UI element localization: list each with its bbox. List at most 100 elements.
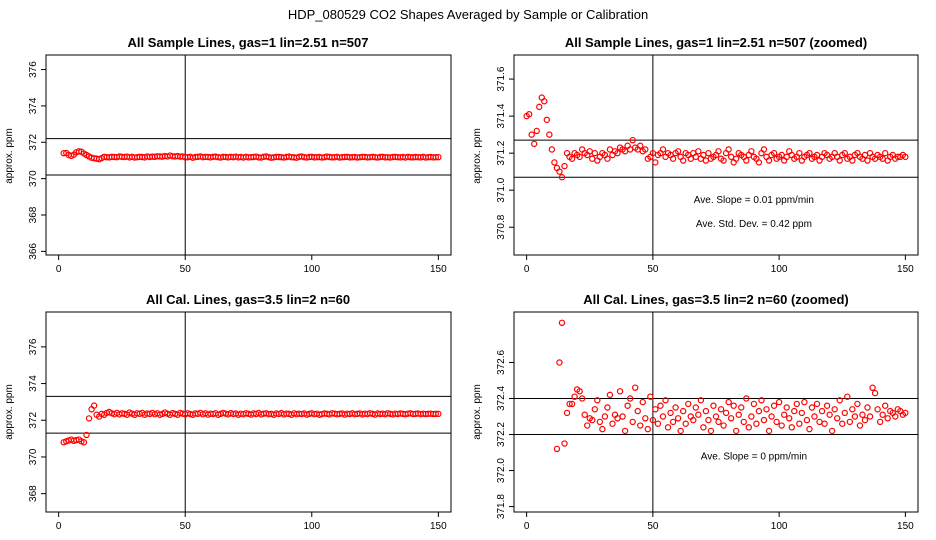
data-point	[548, 146, 556, 153]
data-point	[75, 148, 83, 155]
data-point	[861, 416, 869, 424]
data-point	[770, 149, 778, 157]
data-point	[679, 157, 687, 164]
data-point	[791, 407, 798, 415]
data-point	[692, 404, 700, 411]
data-point	[649, 416, 657, 424]
y-tick-label: 372	[28, 133, 39, 150]
data-point	[80, 439, 88, 446]
data-point	[823, 402, 831, 409]
data-point	[702, 407, 710, 415]
data-point	[748, 413, 755, 420]
data-point	[738, 404, 745, 411]
data-point	[876, 418, 884, 426]
data-point	[432, 410, 440, 418]
data-point	[811, 413, 818, 420]
data-point	[743, 395, 750, 402]
data-point	[584, 422, 591, 429]
data-point	[654, 420, 662, 427]
data-point	[591, 149, 599, 157]
data-point	[770, 402, 778, 409]
x-tick-label: 100	[771, 264, 788, 275]
data-point	[715, 148, 722, 155]
data-point	[881, 149, 889, 157]
data-point	[750, 400, 758, 408]
data-point	[705, 149, 712, 157]
data-point	[568, 155, 576, 162]
data-point	[677, 427, 684, 435]
data-point	[745, 424, 753, 431]
x-tick-label: 50	[647, 521, 659, 532]
data-point	[793, 400, 801, 408]
data-point	[720, 157, 727, 164]
data-point	[740, 418, 747, 426]
x-tick-label: 0	[524, 264, 530, 275]
data-point	[90, 402, 98, 409]
data-point	[619, 413, 626, 420]
data-point	[697, 397, 705, 404]
y-tick-label: 370	[28, 448, 39, 465]
data-point	[727, 415, 735, 422]
x-tick-label: 50	[180, 264, 192, 275]
data-point	[869, 384, 876, 391]
data-point	[849, 406, 856, 413]
data-point	[543, 116, 551, 124]
data-point	[786, 415, 793, 422]
data-point	[616, 388, 624, 395]
data-point	[581, 411, 588, 418]
data-point	[629, 136, 636, 144]
data-point	[435, 410, 442, 418]
data-point	[83, 431, 90, 439]
data-point	[621, 427, 629, 435]
data-point	[546, 131, 553, 138]
stat-annotation: Ave. Slope = 0 ppm/min	[701, 452, 807, 463]
data-point	[700, 424, 707, 431]
y-tick-label: 368	[28, 206, 39, 223]
data-point	[639, 398, 646, 406]
data-point	[874, 406, 881, 413]
data-point	[849, 157, 856, 164]
x-tick-label: 0	[56, 521, 62, 532]
data-point	[755, 159, 763, 166]
panel-all-cal-lines: All Cal. Lines, gas=3.5 lin=2 n=60 appro…	[4, 292, 452, 532]
data-point	[725, 146, 732, 153]
data-point	[558, 319, 566, 327]
y-tick-label: 372.0	[496, 458, 507, 483]
data-point	[690, 416, 697, 424]
x-tick-label: 50	[180, 521, 192, 532]
data-point	[669, 155, 677, 162]
data-point	[813, 400, 821, 408]
data-point	[558, 174, 566, 181]
data-point	[780, 411, 788, 418]
data-point	[717, 406, 725, 413]
y-tick-label: 371.4	[496, 103, 507, 128]
data-point	[672, 404, 679, 411]
data-point	[685, 400, 692, 408]
data-point	[798, 409, 806, 417]
data-point	[836, 157, 843, 164]
data-point	[667, 409, 674, 417]
data-point	[806, 149, 813, 157]
data-point	[806, 425, 813, 433]
data-point	[864, 157, 871, 164]
data-point	[578, 395, 586, 402]
data-point	[760, 416, 768, 424]
plot-frame	[45, 311, 452, 513]
y-tick-label: 366	[28, 243, 39, 260]
data-point	[553, 445, 561, 453]
data-point	[664, 424, 672, 431]
data-point	[629, 418, 636, 426]
data-point	[902, 409, 909, 417]
data-point	[533, 127, 540, 135]
data-point	[599, 425, 606, 433]
data-point	[846, 418, 854, 426]
data-point	[652, 406, 659, 413]
data-point	[760, 146, 768, 153]
panel-title: All Cal. Lines, gas=3.5 lin=2 n=60 (zoom…	[583, 292, 849, 307]
panel-title: All Sample Lines, gas=1 lin=2.51 n=507 (…	[565, 35, 867, 50]
x-tick-label: 0	[524, 521, 530, 532]
data-point	[765, 427, 773, 435]
data-point	[657, 402, 664, 409]
data-point	[864, 404, 871, 411]
